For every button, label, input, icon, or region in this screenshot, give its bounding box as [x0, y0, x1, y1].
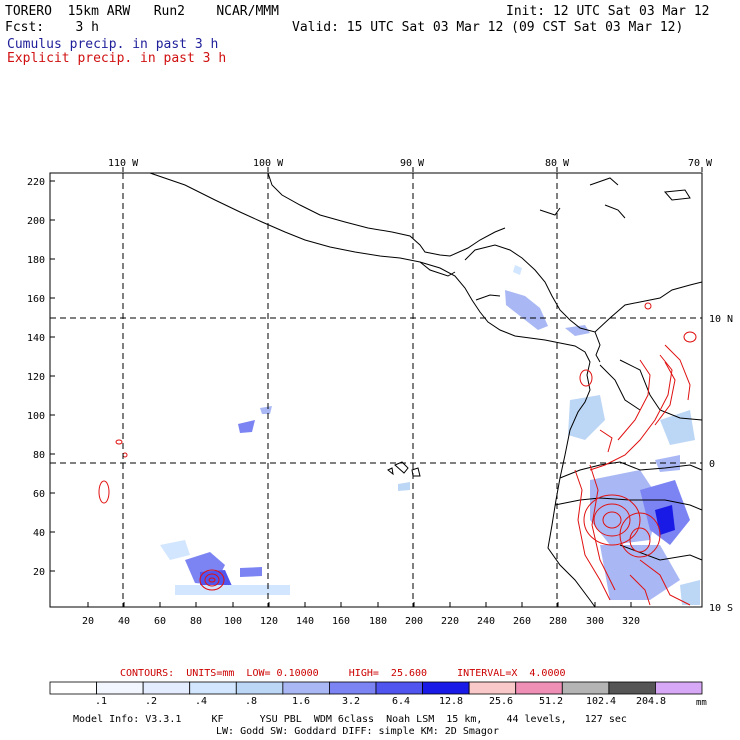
lon-label: 90 W: [400, 158, 425, 169]
y-tick-label: 160: [27, 294, 45, 305]
lat-label: 10 S: [709, 603, 733, 614]
y-tick-label: 200: [27, 216, 45, 227]
contour-info: CONTOURS: UNITS=mm LOW= 0.10000 HIGH= 25…: [120, 668, 566, 679]
colorbar-label: 51.2: [539, 696, 563, 707]
y-tick-label: 20: [33, 567, 45, 578]
y-tick-label: 100: [27, 411, 45, 422]
colorbar-label: 6.4: [392, 696, 410, 707]
colorbar-label: .8: [245, 696, 257, 707]
y-tick-label: 120: [27, 372, 45, 383]
x-tick-label: 120: [260, 616, 278, 627]
y-tick-label: 220: [27, 177, 45, 188]
map-frame: [49, 172, 703, 608]
colorbar-swatch: [561, 681, 610, 695]
y-tick-label: 140: [27, 333, 45, 344]
lon-label: 70 W: [688, 158, 713, 169]
lat-label: 10 N: [709, 314, 733, 325]
valid-time: Valid: 15 UTC Sat 03 Mar 12 (09 CST Sat …: [292, 20, 684, 35]
colorbar-swatch: [422, 681, 470, 695]
colorbar-swatch: [515, 681, 563, 695]
cumulus-precip-shading: [160, 265, 700, 605]
x-axis-ticks: [87, 602, 632, 607]
colorbar-swatch: [468, 681, 517, 695]
colorbar-swatch: [142, 681, 191, 695]
lat-lon-grid: [50, 173, 702, 607]
x-tick-label: 60: [154, 616, 166, 627]
colorbar-label: 1.6: [292, 696, 310, 707]
y-tick-label: 60: [33, 489, 45, 500]
model-info-line1: Model Info: V3.3.1 KF YSU PBL WDM 6class…: [73, 714, 627, 725]
colorbar-swatch: [608, 681, 656, 695]
x-tick-label: 260: [513, 616, 531, 627]
y-tick-label: 80: [33, 450, 45, 461]
model-info-line2: LW: Godd SW: Goddard DIFF: simple KM: 2D…: [216, 726, 499, 737]
colorbar-swatch: [282, 681, 330, 695]
x-tick-label: 300: [586, 616, 604, 627]
colorbar-unit: mm: [696, 698, 707, 708]
legend-cumulus: Cumulus precip. in past 3 h: [7, 37, 219, 52]
colorbar-label: 12.8: [439, 696, 463, 707]
colorbar-swatch: [655, 681, 703, 695]
colorbar-label: .4: [195, 696, 207, 707]
colorbar-swatch: [235, 681, 284, 695]
top-lon-ticks: [122, 167, 703, 172]
x-tick-label: 20: [82, 616, 94, 627]
x-tick-label: 100: [224, 616, 242, 627]
colorbar-swatch: [189, 681, 237, 695]
colorbar-label: 3.2: [342, 696, 360, 707]
colorbar-swatch: [49, 681, 97, 695]
coastlines: [149, 172, 703, 608]
x-tick-label: 280: [549, 616, 567, 627]
lon-label: 80 W: [545, 158, 570, 169]
x-tick-label: 180: [369, 616, 387, 627]
x-tick-label: 140: [296, 616, 314, 627]
x-tick-label: 240: [477, 616, 495, 627]
colorbar-label: 204.8: [636, 696, 666, 707]
latitude-labels: 10 N 0 10 S: [709, 314, 733, 614]
x-tick-label: 220: [441, 616, 459, 627]
x-tick-label: 160: [332, 616, 350, 627]
legend-explicit: Explicit precip. in past 3 h: [7, 51, 227, 66]
colorbar: [49, 681, 703, 695]
init-time: Init: 12 UTC Sat 03 Mar 12: [506, 4, 710, 19]
y-axis-ticks: [50, 180, 55, 572]
colorbar-label: 25.6: [489, 696, 513, 707]
colorbar-labels: .1 .2 .4 .8 1.6 3.2 6.4 12.8 25.6 51.2 1…: [95, 696, 666, 707]
model-title: TORERO 15km ARW Run2 NCAR/MMM: [5, 4, 279, 19]
x-tick-label: 320: [622, 616, 640, 627]
longitude-labels: 110 W 100 W 90 W 80 W 70 W: [108, 158, 713, 169]
y-tick-label: 180: [27, 255, 45, 266]
y-axis-labels: 220 200 180 160 140 120 100 80 60 40 20: [27, 177, 45, 578]
lat-label: 0: [709, 459, 715, 470]
forecast-hour: Fcst: 3 h: [5, 20, 99, 35]
colorbar-label: .2: [145, 696, 157, 707]
x-tick-label: 200: [405, 616, 423, 627]
y-tick-label: 40: [33, 528, 45, 539]
lon-label: 100 W: [253, 158, 284, 169]
x-axis-labels: 20 40 60 80 100 120 140 160 180 200 220 …: [82, 616, 640, 627]
colorbar-swatch: [96, 681, 144, 695]
colorbar-label: 102.4: [586, 696, 616, 707]
lon-label: 110 W: [108, 158, 139, 169]
colorbar-swatch: [375, 681, 423, 695]
colorbar-label: .1: [95, 696, 107, 707]
x-tick-label: 80: [190, 616, 202, 627]
colorbar-swatch: [329, 681, 377, 695]
x-tick-label: 40: [118, 616, 130, 627]
